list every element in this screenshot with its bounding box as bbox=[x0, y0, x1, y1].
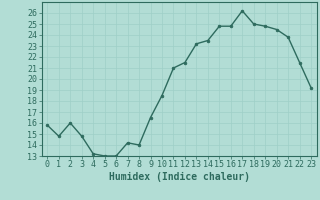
X-axis label: Humidex (Indice chaleur): Humidex (Indice chaleur) bbox=[109, 172, 250, 182]
